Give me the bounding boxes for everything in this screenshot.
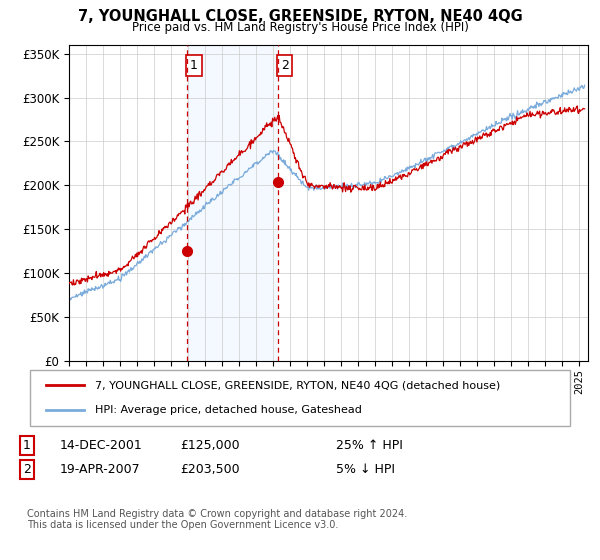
Text: 5% ↓ HPI: 5% ↓ HPI: [336, 463, 395, 476]
Text: Price paid vs. HM Land Registry's House Price Index (HPI): Price paid vs. HM Land Registry's House …: [131, 21, 469, 34]
Text: 1: 1: [23, 438, 31, 452]
Text: 2: 2: [23, 463, 31, 476]
Bar: [187, 45, 278, 361]
Text: 14-DEC-2001: 14-DEC-2001: [60, 438, 143, 452]
Text: 19-APR-2007: 19-APR-2007: [60, 463, 140, 476]
Text: Contains HM Land Registry data © Crown copyright and database right 2024.
This d: Contains HM Land Registry data © Crown c…: [27, 509, 407, 530]
Text: £125,000: £125,000: [180, 438, 239, 452]
FancyBboxPatch shape: [30, 370, 570, 426]
Text: 7, YOUNGHALL CLOSE, GREENSIDE, RYTON, NE40 4QG (detached house): 7, YOUNGHALL CLOSE, GREENSIDE, RYTON, NE…: [95, 380, 500, 390]
Text: £203,500: £203,500: [180, 463, 239, 476]
Text: 1: 1: [190, 59, 198, 72]
Text: 7, YOUNGHALL CLOSE, GREENSIDE, RYTON, NE40 4QG: 7, YOUNGHALL CLOSE, GREENSIDE, RYTON, NE…: [77, 9, 523, 24]
Text: 2: 2: [281, 59, 289, 72]
Text: 25% ↑ HPI: 25% ↑ HPI: [336, 438, 403, 452]
Text: HPI: Average price, detached house, Gateshead: HPI: Average price, detached house, Gate…: [95, 405, 362, 415]
